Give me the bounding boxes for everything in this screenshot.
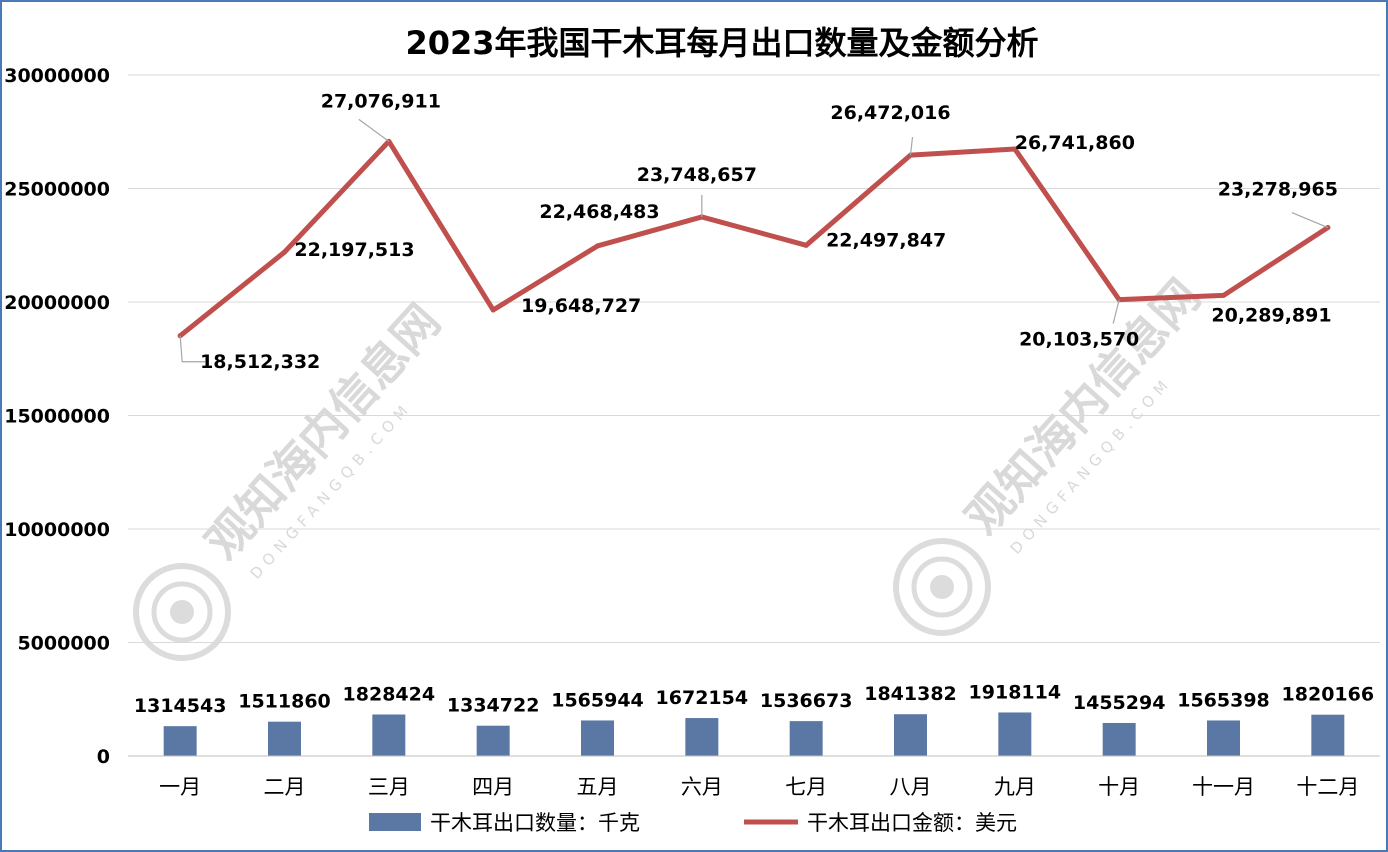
- watermark-text-right: 观知海内信息网: [955, 269, 1211, 544]
- watermark-text-left: 观知海内信息网: [195, 294, 451, 569]
- bar: [1207, 720, 1240, 756]
- x-tick-label: 九月: [994, 775, 1036, 799]
- bar-data-label: 1536673: [760, 690, 853, 712]
- y-tick-label: 5000000: [17, 633, 110, 655]
- x-tick-label: 三月: [368, 775, 410, 799]
- line-point: [595, 243, 600, 249]
- watermark-logo-right: [893, 538, 991, 636]
- line-data-label: 20,103,570: [1019, 329, 1139, 351]
- line-data-label: 22,197,513: [294, 239, 414, 261]
- leader-line: [909, 137, 914, 156]
- x-tick-label: 四月: [472, 775, 514, 799]
- y-tick-label: 30000000: [4, 65, 110, 87]
- bar-data-label: 1511860: [238, 691, 331, 713]
- x-tick-label: 十月: [1098, 775, 1140, 799]
- x-tick-label: 十一月: [1192, 775, 1255, 799]
- watermark: 观知海内信息网 DONGFANGQB.COM 观知海内信息网 DONGFANGQ…: [133, 269, 1211, 661]
- line-point: [1221, 292, 1226, 298]
- chart-title: 2023年我国干木耳每月出口数量及金额分析: [405, 24, 1038, 62]
- y-tick-label: 15000000: [4, 406, 110, 428]
- line-data-label: 23,748,657: [637, 164, 757, 186]
- bar: [685, 718, 719, 756]
- bar: [1102, 722, 1136, 756]
- bar-data-label: 1828424: [343, 683, 436, 705]
- y-tick-label: 0: [97, 746, 110, 768]
- bar: [268, 721, 301, 756]
- bar-data-label: 1820166: [1282, 684, 1375, 706]
- line-data-label: 26,472,016: [830, 102, 950, 124]
- x-tick-label: 七月: [785, 775, 827, 799]
- bar: [372, 714, 406, 756]
- bar: [894, 714, 927, 756]
- bar-series: [163, 712, 1345, 756]
- bar-data-label: 1455294: [1073, 692, 1166, 714]
- bar: [1311, 714, 1345, 756]
- bar-labels: 1314543 1511860 1828424 1334722 1565944 16721…: [134, 681, 1374, 717]
- bar-data-label: 1565398: [1177, 689, 1270, 711]
- line-data-label: 22,468,483: [539, 201, 659, 223]
- bar-data-label: 1841382: [864, 683, 957, 705]
- bar: [581, 720, 614, 756]
- line-point: [1012, 146, 1018, 152]
- x-tick-label: 五月: [577, 775, 619, 799]
- bar: [998, 712, 1032, 756]
- line-labels: 18,512,332 22,197,513 27,076,911 19,648,727…: [179, 90, 1338, 373]
- bar-data-label: 1918114: [969, 681, 1062, 703]
- line-data-label: 20,289,891: [1211, 304, 1331, 326]
- bar: [789, 721, 823, 756]
- line-data-label: 26,741,860: [1015, 132, 1135, 154]
- series-line: [177, 138, 1331, 339]
- bar-data-label: 1314543: [134, 695, 227, 717]
- line-data-label: 27,076,911: [321, 90, 441, 112]
- line-data-label: 19,648,727: [521, 295, 641, 317]
- legend-line-label: 干木耳出口金额：美元: [807, 811, 1017, 835]
- x-axis: 一月 二月 三月 四月 五月 六月 七月 八月 九月 十月 十一月 十二月: [128, 755, 1380, 799]
- gridlines: [128, 74, 1380, 643]
- leader-line: [358, 118, 390, 142]
- leader-line: [1291, 212, 1329, 229]
- y-tick-label: 25000000: [4, 179, 110, 201]
- bar-data-label: 1672154: [656, 687, 749, 709]
- x-tick-label: 六月: [681, 775, 723, 799]
- leader-line: [1112, 299, 1120, 324]
- y-tick-label: 10000000: [4, 519, 110, 541]
- bar-data-label: 1334722: [447, 695, 540, 717]
- line-point: [282, 249, 287, 255]
- y-tick-label: 20000000: [4, 292, 110, 314]
- x-tick-label: 一月: [159, 775, 201, 799]
- bar: [163, 726, 197, 756]
- line-data-label: 18,512,332: [200, 351, 320, 373]
- x-tick-label: 二月: [264, 775, 306, 799]
- watermark-logo-left: [133, 563, 231, 661]
- leader-line: [179, 335, 206, 363]
- bar-data-label: 1565944: [551, 689, 644, 711]
- x-tick-label: 十二月: [1296, 775, 1359, 799]
- line-point: [803, 242, 809, 248]
- legend-bar-swatch: [369, 813, 421, 831]
- bar: [476, 725, 510, 756]
- legend: 干木耳出口数量：千克 干木耳出口金额：美元: [369, 811, 1017, 835]
- legend-bar-label: 干木耳出口数量：千克: [430, 811, 640, 835]
- line-data-label: 23,278,965: [1218, 179, 1338, 201]
- x-tick-label: 八月: [890, 775, 932, 799]
- line-point: [490, 307, 496, 313]
- y-axis: 0 5000000 10000000 15000000 20000000 25000000…: [4, 65, 110, 768]
- line-data-label: 22,497,847: [826, 229, 946, 251]
